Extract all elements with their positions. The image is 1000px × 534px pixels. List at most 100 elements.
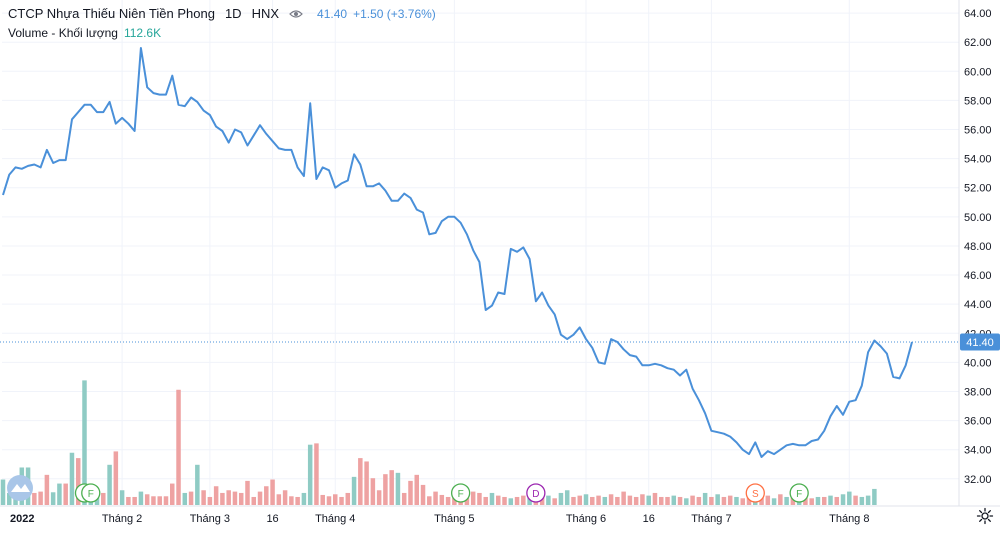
event-marker[interactable]: F	[81, 483, 101, 503]
volume-bar	[307, 444, 313, 505]
volume-bar	[840, 494, 846, 505]
event-markers: FFFDSF	[74, 483, 809, 503]
volume-bar	[257, 491, 263, 505]
volume-bar	[746, 496, 752, 505]
volume-bar	[495, 495, 501, 505]
volume-bar	[63, 483, 68, 505]
event-marker-label: F	[458, 489, 464, 500]
volume-bar	[138, 491, 144, 505]
volume-bar	[834, 496, 840, 505]
volume-label[interactable]: Volume - Khối lượng	[8, 26, 118, 40]
event-marker[interactable]: D	[526, 483, 546, 503]
volume-bar	[727, 495, 733, 505]
y-tick-label: 52.00	[964, 183, 992, 195]
volume-bar	[364, 461, 369, 505]
y-tick-label: 50.00	[964, 212, 992, 224]
volume-bar	[590, 496, 595, 505]
event-marker-label: F	[88, 489, 94, 500]
volume-bar	[508, 498, 514, 505]
volume-bar	[226, 490, 231, 505]
volume-bar	[577, 495, 582, 505]
volume-bar	[264, 486, 269, 505]
volume-bar	[571, 496, 576, 505]
last-price-tag: 41.40	[960, 333, 1000, 351]
volume-bar	[213, 486, 219, 505]
x-tick-label: 16	[266, 513, 278, 525]
volume-bar	[452, 497, 457, 505]
volume-bar	[470, 491, 476, 505]
volume-bar	[734, 496, 739, 505]
volume-bar	[295, 496, 300, 505]
eye-icon[interactable]	[289, 6, 303, 18]
volume-bar	[483, 496, 488, 505]
volume-bar	[865, 495, 871, 505]
settings-gear-icon[interactable]	[976, 507, 994, 525]
x-tick-label: 16	[643, 513, 655, 525]
volume-bar	[57, 483, 62, 505]
volume-bar	[107, 464, 112, 505]
volume-bar	[0, 479, 6, 505]
volume-bar	[82, 380, 87, 505]
volume-bar	[709, 496, 714, 505]
volume-bar	[351, 476, 357, 505]
x-tick-label: Tháng 8	[829, 513, 869, 525]
volume-bar	[583, 494, 589, 505]
volume-bar	[75, 458, 81, 505]
volume-bar	[684, 498, 689, 505]
volume-value: 112.6K	[123, 26, 162, 40]
volume-bars	[0, 380, 877, 505]
legend-volume-row: Volume - Khối lượng 112.6K	[8, 24, 436, 43]
volume-bar	[314, 443, 319, 505]
volume-bar	[389, 470, 394, 505]
event-marker[interactable]: S	[745, 483, 765, 503]
event-marker-label: F	[796, 489, 802, 500]
volume-bar	[633, 496, 639, 505]
last-price-label: 41.40	[966, 337, 994, 349]
volume-bar	[602, 496, 608, 505]
volume-bar	[395, 472, 401, 505]
brand-logo-icon[interactable]	[7, 475, 33, 501]
y-tick-label: 64.00	[964, 8, 992, 20]
x-tick-label: 2022	[10, 513, 34, 525]
event-marker[interactable]: F	[450, 483, 471, 503]
volume-bar	[558, 492, 564, 505]
volume-bar	[276, 494, 282, 505]
volume-bar	[677, 496, 683, 505]
volume-bar	[527, 496, 532, 505]
volume-bar	[245, 480, 250, 505]
exchange-label: HNX	[251, 6, 280, 21]
volume-bar	[238, 492, 244, 505]
volume-bar	[521, 495, 526, 505]
volume-bar	[445, 496, 451, 505]
volume-bar	[815, 496, 821, 505]
volume-bar	[414, 474, 420, 505]
volume-bar	[38, 491, 43, 505]
volume-bar	[853, 495, 858, 505]
volume-bar	[163, 496, 169, 505]
volume-bar	[640, 494, 645, 505]
chart-legend: CTCP Nhựa Thiếu Niên Tiền Phong 1D HNX 4…	[8, 4, 436, 43]
volume-bar	[326, 496, 332, 505]
price-axis: 64.00 62.00 60.00 58.00 56.00 54.00 52.00 50.00…	[958, 0, 992, 506]
interval-label[interactable]: 1D	[224, 6, 242, 21]
volume-bar	[658, 496, 664, 505]
volume-bar	[69, 452, 75, 505]
volume-bar	[370, 478, 376, 505]
volume-bar	[564, 490, 570, 505]
volume-bar	[201, 490, 206, 505]
volume-bar	[7, 492, 12, 505]
volume-bar	[188, 491, 194, 505]
event-marker[interactable]: F	[789, 483, 809, 503]
volume-bar	[339, 496, 344, 505]
volume-bar	[144, 494, 150, 505]
x-tick-label: Tháng 5	[434, 513, 474, 525]
symbol-title[interactable]: CTCP Nhựa Thiếu Niên Tiền Phong	[8, 6, 215, 21]
x-tick-label: Tháng 2	[102, 513, 142, 525]
volume-bar	[847, 491, 852, 505]
y-tick-label: 36.00	[964, 416, 992, 428]
volume-bar	[157, 496, 162, 505]
volume-bar	[232, 491, 238, 505]
volume-bar	[408, 480, 413, 505]
